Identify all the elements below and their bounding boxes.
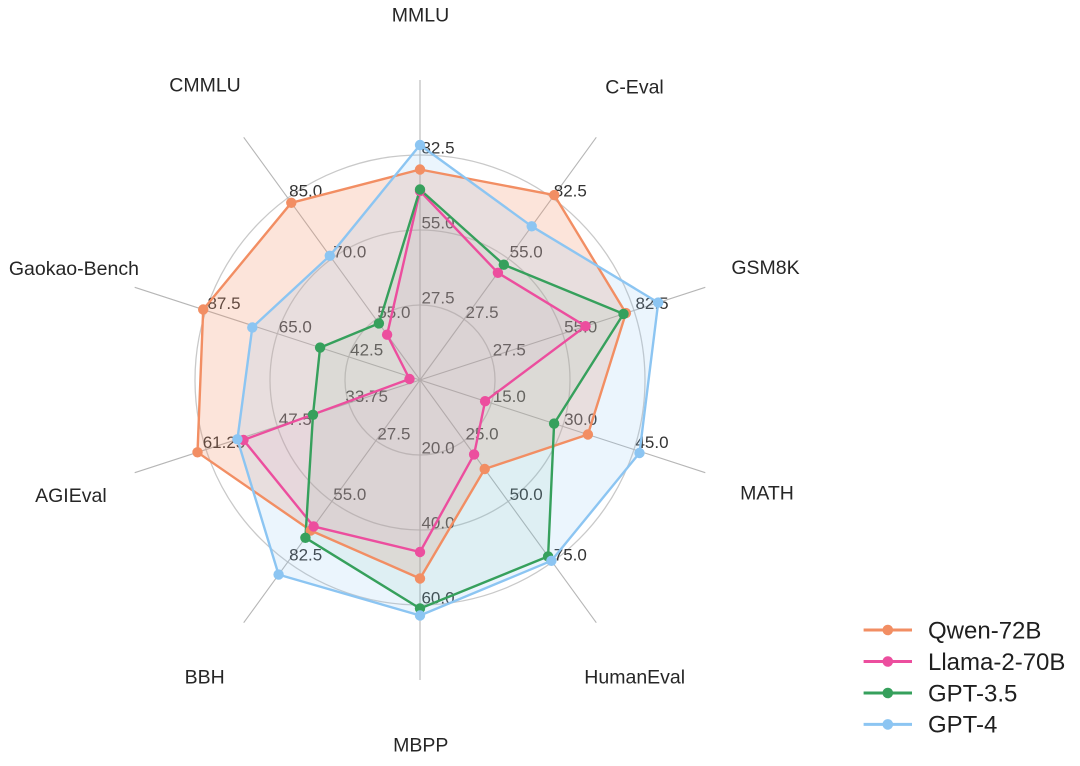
svg-text:65.0: 65.0	[279, 317, 312, 336]
svg-text:87.5: 87.5	[207, 294, 240, 313]
svg-text:27.5: 27.5	[377, 424, 410, 443]
svg-text:GPT-3.5: GPT-3.5	[928, 680, 1017, 707]
svg-text:Qwen-72B: Qwen-72B	[928, 617, 1041, 644]
svg-text:C-Eval: C-Eval	[605, 77, 664, 99]
svg-text:BBH: BBH	[185, 667, 225, 689]
svg-text:MBPP: MBPP	[393, 735, 448, 757]
svg-text:15.0: 15.0	[493, 387, 526, 406]
svg-text:AGIEval: AGIEval	[35, 485, 107, 507]
svg-text:GSM8K: GSM8K	[731, 257, 799, 279]
svg-text:55.0: 55.0	[333, 485, 366, 504]
svg-text:70.0: 70.0	[333, 242, 366, 261]
svg-text:MATH: MATH	[740, 483, 794, 505]
svg-text:27.5: 27.5	[493, 341, 526, 360]
svg-text:75.0: 75.0	[554, 546, 587, 565]
svg-text:45.0: 45.0	[635, 433, 668, 452]
svg-text:82.5: 82.5	[554, 182, 587, 201]
svg-text:HumanEval: HumanEval	[584, 667, 685, 689]
svg-text:27.5: 27.5	[421, 289, 454, 308]
svg-text:GPT-4: GPT-4	[928, 712, 997, 739]
svg-text:MMLU: MMLU	[392, 5, 449, 27]
svg-text:20.0: 20.0	[421, 439, 454, 458]
svg-text:60.0: 60.0	[421, 589, 454, 608]
svg-text:55.0: 55.0	[510, 242, 543, 261]
svg-text:Llama-2-70B: Llama-2-70B	[928, 649, 1065, 676]
svg-text:82.5: 82.5	[289, 546, 322, 565]
svg-text:55.0: 55.0	[377, 303, 410, 322]
svg-text:40.0: 40.0	[421, 514, 454, 533]
svg-text:30.0: 30.0	[564, 410, 597, 429]
svg-text:27.5: 27.5	[466, 303, 499, 322]
svg-text:25.0: 25.0	[466, 424, 499, 443]
svg-text:50.0: 50.0	[510, 485, 543, 504]
svg-text:Gaokao-Bench: Gaokao-Bench	[9, 258, 139, 280]
svg-text:42.5: 42.5	[350, 341, 383, 360]
svg-text:CMMLU: CMMLU	[169, 75, 241, 97]
